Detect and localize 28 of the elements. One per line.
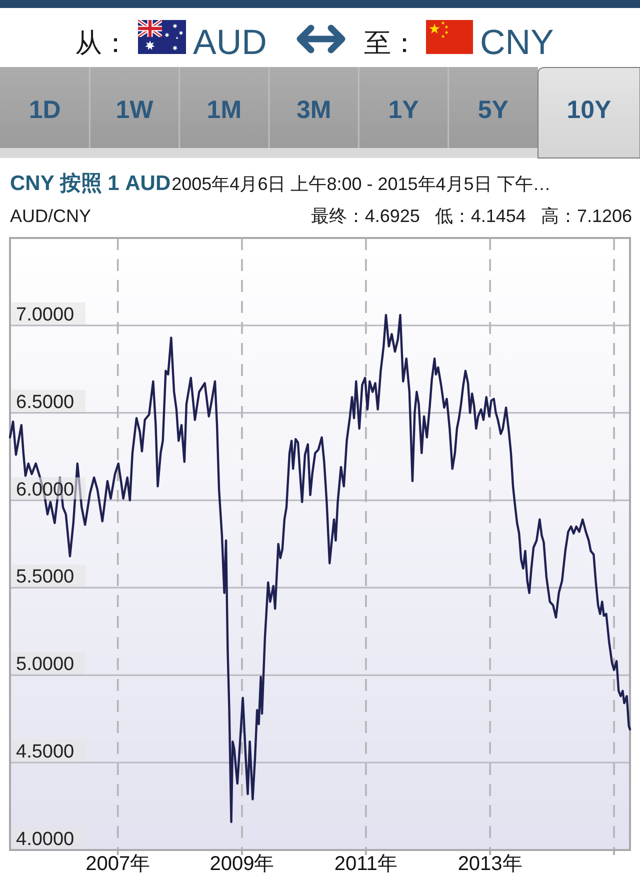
y-tick-label: 4.5000: [16, 742, 74, 763]
tab-label: 5Y: [478, 96, 508, 124]
chart-title: CNY 按照 1 AUD: [10, 172, 171, 195]
y-tick-label: 4.0000: [16, 829, 74, 850]
x-tick-label: 2013年: [458, 853, 522, 875]
y-tick-label: 6.0000: [16, 479, 74, 500]
y-tick-label: 5.0000: [16, 654, 74, 676]
chart-subtitle: 2005年4月6日 上午8:00 - 2015年4月5日 下午…: [172, 174, 551, 194]
text: 低：4.1454: [434, 206, 526, 226]
y-tick-label: 7.0000: [16, 304, 74, 326]
tab-label: 3M: [296, 96, 332, 124]
x-tick-label: 2011年: [334, 853, 398, 875]
tab-label: 1M: [206, 96, 242, 124]
y-tick-label: 6.5000: [16, 392, 74, 413]
text: 从：: [75, 28, 129, 58]
text: AUD/CNY: [10, 206, 92, 226]
tab-label: 1D: [28, 96, 61, 124]
text: 高：7.1206: [540, 206, 632, 226]
x-tick-label: 2007年: [86, 853, 150, 875]
text: CNY: [480, 23, 554, 62]
tab-label: 1Y: [388, 96, 419, 124]
y-tick-label: 5.5000: [16, 566, 74, 588]
text: 最终：4.6925: [310, 206, 420, 226]
x-tick-label: 2009年: [210, 853, 274, 875]
tab-label: 10Y: [566, 96, 612, 124]
text: 至：: [364, 28, 418, 58]
text: AUD: [193, 23, 267, 62]
tab-label: 1W: [116, 96, 154, 124]
